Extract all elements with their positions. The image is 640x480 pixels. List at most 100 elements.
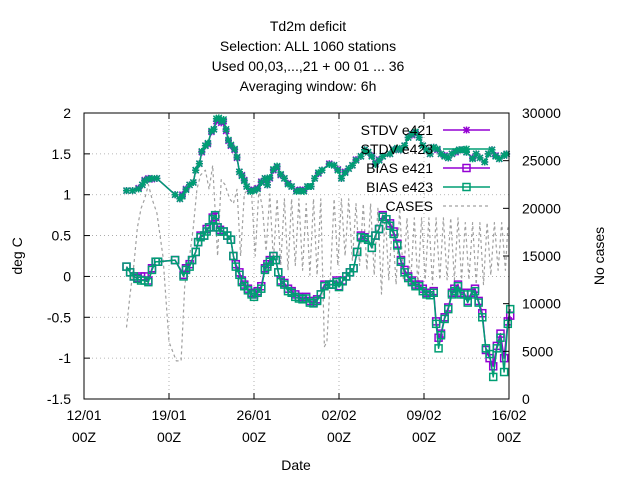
data-point-square <box>193 237 203 247</box>
data-point-star <box>333 165 343 175</box>
x-tick-label: 19/01 <box>151 407 186 423</box>
data-point-square <box>434 344 443 353</box>
x-tick-label-hour: 00Z <box>242 429 267 445</box>
legend: STDV e421 STDV e423 BIAS e421 BIAS e423 CASE… <box>361 122 490 214</box>
legend-item: STDV e421 <box>361 122 490 138</box>
data-point-square <box>247 290 256 299</box>
x-tick-label: 02/02 <box>321 407 356 423</box>
data-point-square <box>204 223 214 232</box>
data-point-square <box>332 277 341 287</box>
data-point-star <box>195 159 204 168</box>
data-point-square <box>470 286 480 296</box>
title-line-2: Selection: ALL 1060 stations <box>220 38 396 54</box>
data-point-square <box>144 277 153 287</box>
y2-tick-label: 0 <box>522 391 530 407</box>
data-point-star <box>178 192 187 201</box>
data-point-star <box>306 182 316 191</box>
y-tick-label: -1.5 <box>47 391 71 407</box>
data-point-square <box>271 255 281 265</box>
series-line <box>125 164 509 362</box>
legend-label: BIAS e423 <box>366 179 433 195</box>
data-point-star <box>253 184 262 194</box>
data-point-star <box>487 145 497 155</box>
data-point-square <box>229 251 238 261</box>
data-point-square <box>352 247 362 257</box>
x-tick-label-hour: 00Z <box>497 429 522 445</box>
data-point-square <box>488 362 498 371</box>
data-point-star <box>219 115 228 124</box>
data-point-star <box>337 174 346 183</box>
data-point-star <box>272 161 282 171</box>
data-point-star <box>122 186 131 195</box>
data-point-star <box>265 173 275 182</box>
data-point-star <box>480 157 489 167</box>
data-point-square <box>349 264 358 273</box>
y2-tick-label: 10000 <box>522 296 561 312</box>
y2-tick-label: 5000 <box>522 343 553 359</box>
data-point-square <box>389 229 398 239</box>
y-tick-label: 2 <box>63 105 71 121</box>
series-stdv-e423 <box>122 113 511 204</box>
series-bias-e423 <box>122 210 515 382</box>
y2-tick-label: 15000 <box>522 248 561 264</box>
y2-axis-label: No cases <box>591 227 607 285</box>
data-point-star <box>232 152 242 162</box>
y2-axis: 0 5000 10000 15000 20000 25000 30000 <box>503 105 561 407</box>
data-point-square <box>320 281 329 291</box>
legend-label: STDV e421 <box>361 122 434 138</box>
data-point-star <box>317 165 327 175</box>
legend-item: CASES <box>386 198 490 214</box>
y-tick-label: 1.5 <box>52 146 72 162</box>
legend-item: BIAS e423 <box>366 179 490 195</box>
data-point-star <box>468 154 477 164</box>
data-point-square <box>231 262 241 271</box>
y2-tick-label: 20000 <box>522 200 561 216</box>
data-point-square <box>492 344 502 353</box>
legend-swatch-marker <box>462 163 471 173</box>
y-tick-label: 0.5 <box>52 228 72 244</box>
title-line-1: Td2m deficit <box>270 18 346 34</box>
legend-swatch-marker <box>462 125 471 135</box>
data-point-square <box>153 257 163 266</box>
y-tick-label: -1 <box>59 350 72 366</box>
series-cases <box>125 164 509 362</box>
x-tick-label: 16/02 <box>491 407 526 423</box>
data-point-square <box>367 243 377 253</box>
data-point-star <box>209 125 219 134</box>
y-tick-label: 0 <box>63 268 71 284</box>
y2-tick-label: 30000 <box>522 105 561 121</box>
data-point-square <box>503 319 513 329</box>
data-point-square <box>453 281 463 291</box>
data-point-star <box>310 174 319 183</box>
data-point-square <box>463 298 472 307</box>
data-point-star <box>197 147 207 156</box>
data-point-star <box>128 186 137 195</box>
data-point-square <box>374 224 384 234</box>
data-point-square <box>191 247 200 257</box>
data-point-star <box>348 161 357 170</box>
title-line-3: Used 00,03,...,21 + 00 01 ... 36 <box>212 58 405 74</box>
data-point-square <box>485 349 494 359</box>
series-layer <box>122 113 515 382</box>
y2-tick-label: 25000 <box>522 153 561 169</box>
data-point-star <box>191 165 200 175</box>
x-axis: 12/01 00Z 19/01 00Z 26/01 00Z 02/02 00Z 09/02 00Z… <box>66 113 527 445</box>
data-point-star <box>152 174 162 183</box>
data-point-star <box>280 174 289 183</box>
data-point-square <box>488 372 498 382</box>
x-tick-label-hour: 00Z <box>157 429 182 445</box>
data-point-star <box>181 185 191 195</box>
data-point-square <box>316 290 326 299</box>
data-point-star <box>189 178 198 187</box>
data-point-square <box>474 298 483 307</box>
data-point-square <box>505 304 515 314</box>
x-tick-label-hour: 00Z <box>412 429 437 445</box>
data-point-square <box>478 313 487 322</box>
x-tick-label-hour: 00Z <box>72 429 97 445</box>
y-axis-label: deg C <box>9 237 25 274</box>
x-tick-label: 12/01 <box>66 407 101 423</box>
x-tick-label: 26/01 <box>236 407 271 423</box>
x-tick-label: 09/02 <box>406 407 441 423</box>
data-point-star <box>203 138 213 148</box>
legend-label: CASES <box>386 198 433 214</box>
